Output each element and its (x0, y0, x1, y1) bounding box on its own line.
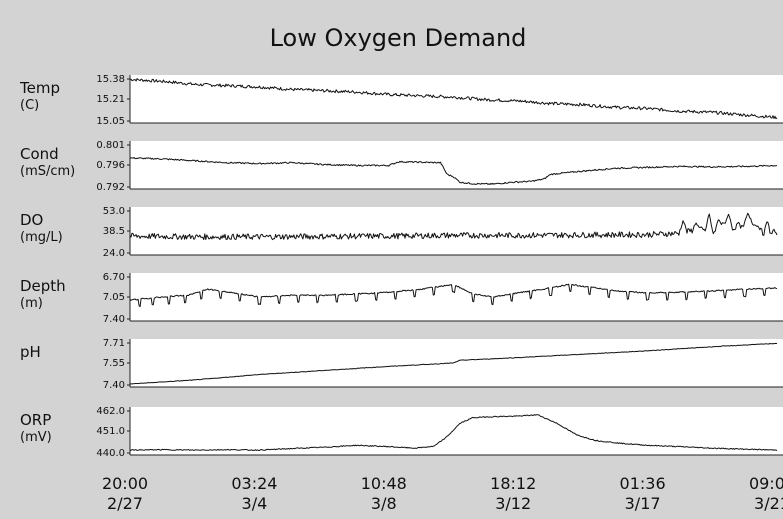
x-tick-date: 3/21 (754, 494, 783, 513)
panel-label: DO (20, 211, 43, 229)
y-tick-label: 7.05 (103, 292, 125, 303)
y-tick-label: 0.801 (96, 140, 125, 151)
x-axis: 20:002/2703:243/410:483/818:123/1201:363… (102, 474, 783, 513)
panel-label: Cond (20, 145, 59, 163)
panel-label: ORP (20, 411, 51, 429)
chart-title: Low Oxygen Demand (270, 24, 527, 52)
series-line (129, 78, 778, 120)
panel-unit: (mg/L) (20, 230, 63, 245)
x-tick-time: 03:24 (231, 474, 277, 493)
x-tick-time: 10:48 (361, 474, 407, 493)
y-tick-label: 53.0 (103, 206, 125, 217)
panel-background (130, 273, 783, 321)
x-tick-date: 2/27 (107, 494, 143, 513)
y-tick-label: 24.0 (103, 248, 125, 259)
panel-unit: (mS/cm) (20, 164, 75, 179)
y-tick-label: 38.5 (103, 226, 125, 237)
y-tick-label: 15.05 (96, 116, 125, 127)
panel-background (130, 407, 783, 455)
panel-background (130, 339, 783, 387)
y-tick-label: 462.0 (96, 406, 125, 417)
panel-ph: pH 7.71 7.55 7.40 (20, 338, 783, 391)
panel-background (130, 141, 783, 189)
panel-unit: (C) (20, 98, 39, 113)
series-line (129, 212, 778, 241)
panel-orp: ORP(mV) 462.0 451.0 440.0 (20, 406, 783, 459)
panel-background (130, 207, 783, 255)
panel-temp: Temp(C) 15.38 15.21 15.05 (19, 74, 783, 127)
y-tick-label: 6.70 (103, 272, 125, 283)
panel-do: DO(mg/L) 53.0 38.5 24.0 (20, 206, 783, 259)
x-tick-date: 3/8 (371, 494, 397, 513)
series-line (129, 283, 778, 308)
series-line (129, 157, 778, 185)
panel-unit: (m) (20, 296, 43, 311)
x-tick-time: 20:00 (102, 474, 148, 493)
y-tick-label: 15.38 (96, 74, 125, 85)
series-line (129, 342, 777, 385)
series-line (129, 414, 778, 451)
y-tick-label: 7.55 (103, 358, 125, 369)
x-tick-date: 3/12 (495, 494, 531, 513)
y-tick-label: 7.71 (103, 338, 125, 349)
panel-unit: (mV) (20, 430, 52, 445)
x-tick-time: 09:00 (749, 474, 783, 493)
x-tick-date: 3/17 (625, 494, 661, 513)
y-tick-label: 7.40 (103, 314, 125, 325)
y-tick-label: 440.0 (96, 448, 125, 459)
panel-label: Depth (20, 277, 66, 295)
y-tick-label: 0.796 (96, 160, 125, 171)
panels: Temp(C) 15.38 15.21 15.05 Cond(mS/cm) 0.801 0.… (19, 74, 783, 459)
x-tick-date: 3/4 (242, 494, 268, 513)
panel-label: pH (20, 343, 41, 361)
x-tick-time: 01:36 (620, 474, 666, 493)
panel-label: Temp (19, 79, 60, 97)
y-tick-label: 15.21 (96, 94, 125, 105)
y-tick-label: 0.792 (96, 182, 125, 193)
panel-depth: Depth(m) 6.70 7.05 7.40 (20, 272, 783, 325)
y-tick-label: 451.0 (96, 426, 125, 437)
y-tick-label: 7.40 (103, 380, 125, 391)
panel-cond: Cond(mS/cm) 0.801 0.796 0.792 (20, 140, 783, 193)
x-tick-time: 18:12 (490, 474, 536, 493)
